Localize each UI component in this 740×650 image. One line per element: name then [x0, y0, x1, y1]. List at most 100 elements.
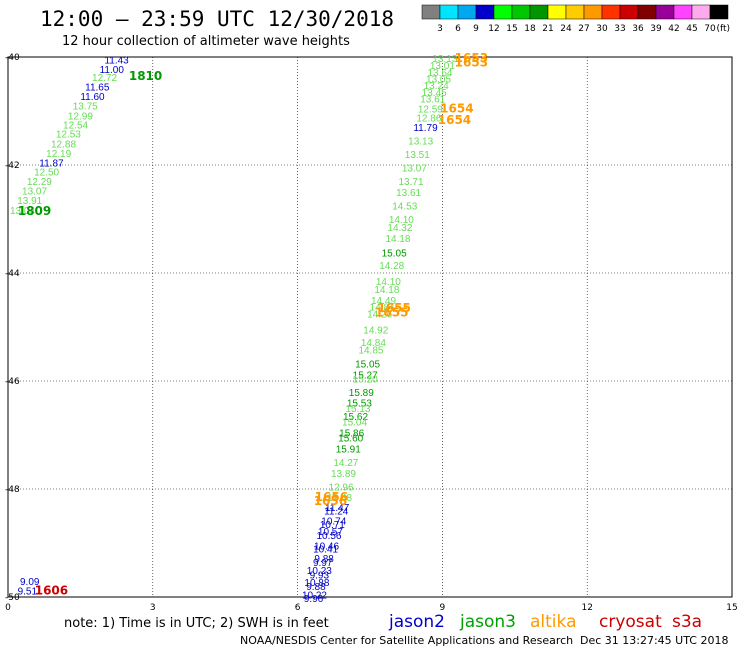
swh-value-label: 9.88 [306, 582, 326, 593]
colorbar-label: 18 [524, 24, 536, 34]
colorbar-label: 70 [704, 24, 716, 34]
colorbar-label: 33 [614, 24, 625, 34]
swh-value-label: 14.84 [370, 302, 395, 313]
swh-value-label: 11.79 [413, 123, 438, 134]
swh-value-label: 10.46 [314, 542, 339, 553]
swh-value-label: 10.41 [313, 544, 338, 555]
x-tick-label: 9 [440, 603, 446, 613]
swh-value-label: 12.50 [34, 167, 59, 178]
swh-value-label: 9.09 [20, 577, 40, 588]
swh-value-label: 14.84 [361, 338, 386, 349]
colorbar-swatch [619, 4, 639, 20]
colorbar-label: 6 [455, 24, 461, 34]
satellite-legend-cryosat: cryosat [599, 612, 662, 632]
swh-value-label: 10.74 [321, 516, 346, 527]
swh-value-label: 11.00 [100, 65, 125, 76]
pass-number-label: 1606 [35, 584, 68, 598]
pass-number-label: 1655 [375, 305, 408, 319]
satellite-legend-jason3: jason3 [459, 612, 516, 632]
swh-value-label: 13.91 [17, 196, 42, 207]
swh-value-label: 14.92 [363, 326, 388, 337]
swh-value-label: 13.24 [424, 81, 449, 92]
colorbar-swatch [421, 4, 441, 20]
swh-value-label: 14.28 [379, 261, 404, 272]
swh-value-label: 12.72 [92, 73, 117, 84]
pass-number-label: 1654 [438, 113, 471, 127]
swh-value-label: 13.13 [432, 54, 457, 65]
colorbar-swatch [583, 4, 603, 20]
satellite-legend-altika: altika [530, 612, 577, 632]
pass-number-label: 1656 [315, 490, 348, 504]
swh-value-label: 13.61 [396, 188, 421, 199]
pass-number-label: 1809 [18, 204, 51, 218]
colorbar-label: 42 [668, 24, 679, 34]
x-tick-label: 12 [581, 603, 592, 613]
swh-value-label: 15.91 [336, 445, 361, 456]
colorbar-label: 9 [473, 24, 479, 34]
colorbar-label: 36 [632, 24, 644, 34]
colorbar-swatch [547, 4, 567, 20]
colorbar-label: 27 [578, 24, 589, 34]
swh-value-label: 12.48 [327, 493, 352, 504]
pass-number-label: 1653 [455, 51, 488, 65]
chart-title: 12:00 – 23:59 UTC 12/30/2018 [40, 7, 394, 31]
x-tick-label: 3 [150, 603, 156, 613]
swh-value-label: 15.27 [353, 371, 378, 382]
swh-value-label: 14.10 [389, 215, 414, 226]
swh-value-label: 11.87 [39, 158, 64, 169]
x-tick-label: 0 [5, 603, 11, 613]
swh-value-label: 10.88 [304, 578, 329, 589]
pass-number-label: 1810 [129, 69, 162, 83]
x-tick-label: 15 [726, 603, 737, 613]
swh-value-label: 13.07 [402, 164, 427, 175]
swh-value-label: 12.99 [68, 111, 93, 122]
colorbar-swatch [565, 4, 585, 20]
plot-area: 0 3 6 9 12 15 -40-42-44-46-48-50 11.4311.0012… [5, 51, 738, 613]
colorbar-swatch [511, 4, 531, 20]
swh-value-label: 15.62 [343, 412, 368, 423]
y-tick-label: -40 [5, 53, 20, 63]
colorbar-swatch [637, 4, 657, 20]
pass-number-label: 1653 [455, 55, 488, 69]
swh-value-label: 14.27 [333, 458, 358, 469]
y-tick-label: -42 [5, 161, 20, 171]
satellite-legend-jason2: jason2 [388, 612, 445, 632]
y-tick-label: -46 [5, 377, 20, 387]
swh-value-label: 12.29 [27, 177, 52, 188]
swh-value-label: 15.53 [347, 399, 372, 410]
pass-number-label: 1655 [377, 301, 410, 315]
swh-value-label: 14.32 [387, 223, 412, 234]
swh-value-label: 10.22 [302, 590, 327, 601]
data-points: 11.4311.0012.7211.6511.6013.7512.9912.54… [10, 54, 458, 605]
colorbar-label: 3 [437, 24, 443, 34]
swh-value-label: 15.04 [342, 418, 367, 429]
pass-number-label: 1654 [440, 101, 473, 115]
swh-value-label: 10.71 [320, 520, 345, 531]
swh-value-label: 13.13 [408, 137, 433, 148]
colorbar-label: 21 [542, 24, 553, 34]
swh-value-label: 15.05 [355, 360, 380, 371]
x-axis-ticks: 0 3 6 9 12 15 [5, 603, 738, 613]
swh-value-label: 15.86 [339, 428, 364, 439]
y-axis-ticks: -40 -42 -44 -46 -48 -50 [5, 53, 20, 603]
swh-value-label: 11.47 [325, 503, 350, 514]
swh-value-label: 9.93 [310, 570, 330, 581]
y-tick-label: -50 [5, 593, 20, 603]
colorbar-swatch [475, 4, 495, 20]
swh-value-label: 13.05 [426, 75, 451, 86]
swh-value-label: 14.53 [392, 202, 417, 213]
swh-value-label: 12.96 [329, 482, 354, 493]
swh-value-label: 12.54 [63, 121, 88, 132]
swh-value-label: 13.75 [73, 102, 98, 113]
footer-timestamp: Dec 31 13:27:45 UTC 2018 [580, 634, 728, 647]
colorbar-swatch [655, 4, 675, 20]
swh-value-label: 15.60 [338, 434, 363, 445]
swh-value-label: 14.85 [358, 346, 383, 357]
swh-value-label: 10.56 [316, 531, 341, 542]
swh-value-label: 13.04 [10, 206, 35, 217]
swh-value-label: 13.51 [405, 150, 430, 161]
swh-value-label: 14.10 [376, 277, 401, 288]
swh-value-label: 12.86 [416, 113, 441, 124]
swh-value-label: 14.26 [367, 310, 392, 321]
